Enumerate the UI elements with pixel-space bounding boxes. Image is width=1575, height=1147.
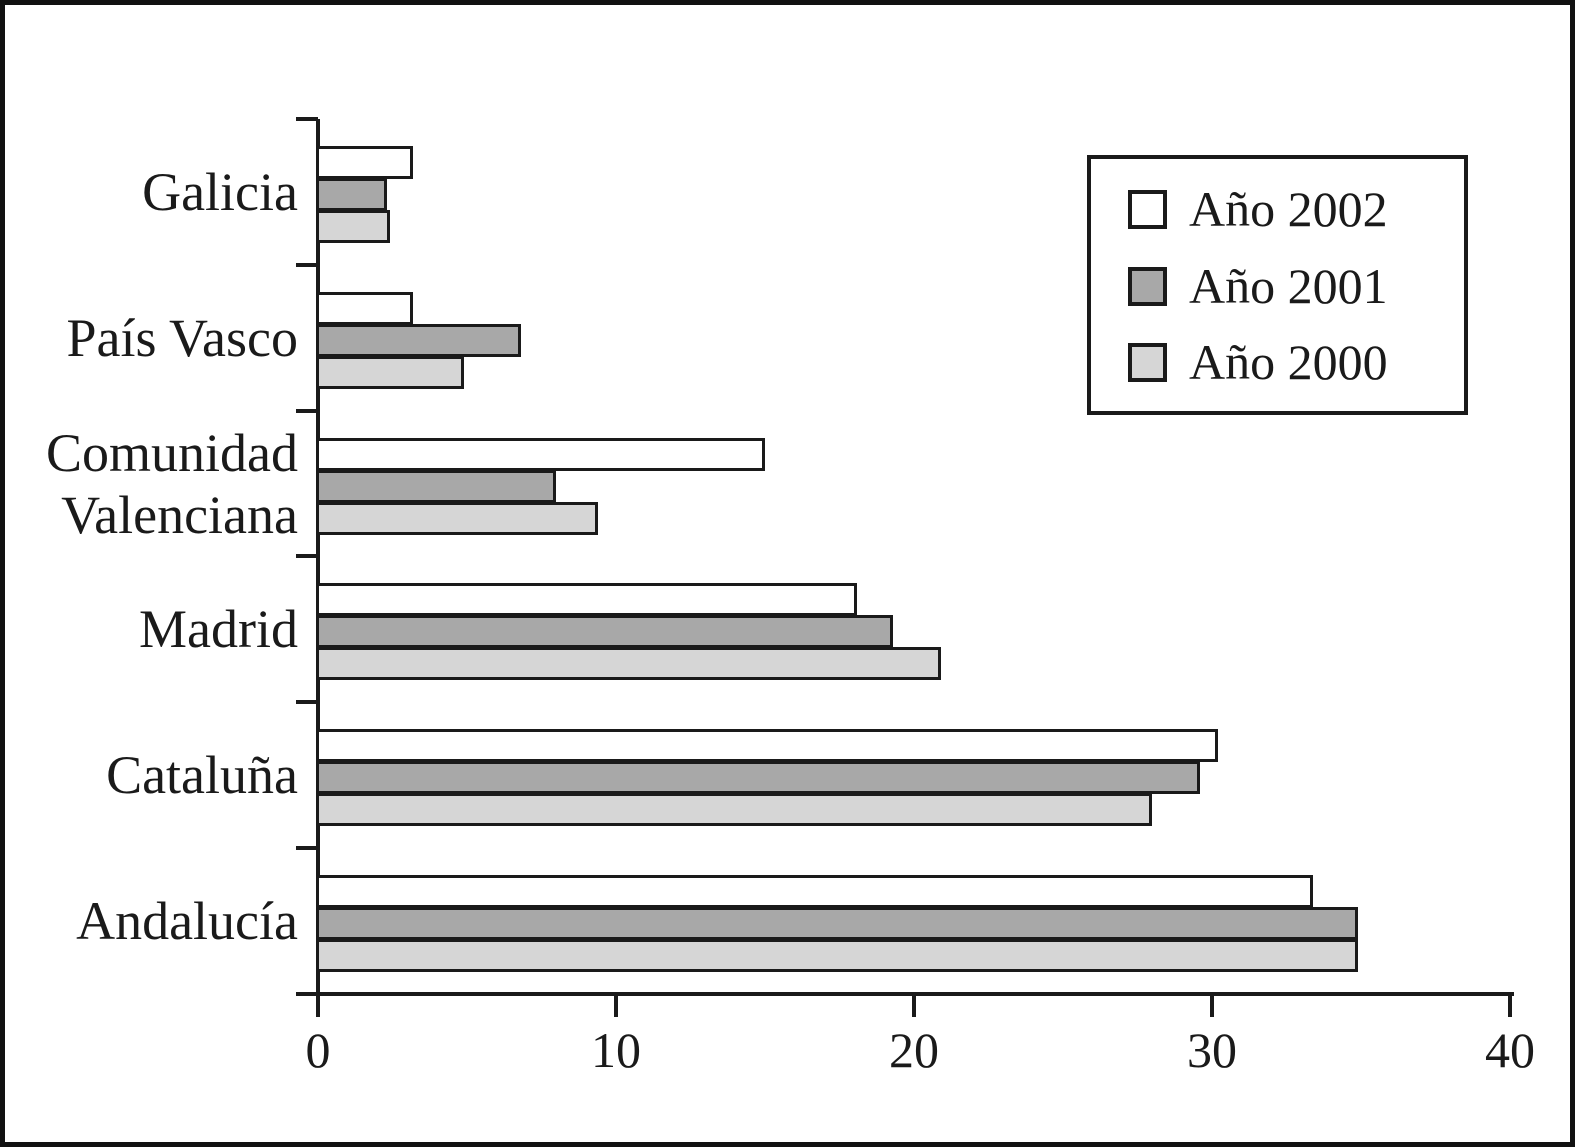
bar-año-2001-2 [316,323,521,357]
x-tick-label: 10 [591,1022,641,1078]
x-axis [296,992,1514,996]
legend: Año 2002 Año 2001 Año 2000 [1087,155,1468,415]
bar-año-2001-6 [316,907,1359,941]
category-label: Galicia [142,161,298,222]
legend-item: Año 2000 [1128,334,1388,390]
bar-año-2002-3 [316,437,765,471]
bar-año-2000-3 [316,501,599,535]
category-label: Madrid [139,599,298,660]
category-label: Comunidad Valenciana [46,422,298,545]
bar-año-2000-4 [316,647,941,681]
bar-año-2000-2 [316,355,465,389]
category-label: País Vasco [66,307,298,368]
y-axis [316,119,320,1017]
bar-año-2000-6 [316,939,1359,973]
y-axis-tick [296,554,318,559]
x-tick-label: 40 [1485,1022,1535,1078]
x-tick-label: 20 [889,1022,939,1078]
bar-año-2002-4 [316,583,858,617]
legend-swatch-icon [1128,266,1167,306]
y-axis-tick [296,408,318,413]
bar-año-2002-6 [316,875,1314,909]
category-label: Cataluña [106,745,298,806]
x-axis-tick [1210,994,1214,1017]
x-axis-tick [912,994,916,1017]
bar-año-2001-4 [316,615,894,649]
legend-item: Año 2002 [1128,181,1388,237]
bar-año-2001-3 [316,469,557,503]
legend-label: Año 2001 [1189,257,1388,314]
bar-chart: 0 10 20 30 40 Galicia País Vasco Comunidad Vale… [5,5,1570,1142]
y-axis-tick [296,700,318,705]
bar-año-2000-1 [316,210,390,243]
y-axis-tick [296,262,318,267]
legend-label: Año 2000 [1189,334,1388,390]
x-axis-tick [614,994,618,1017]
bar-año-2002-1 [316,146,414,179]
bar-año-2000-5 [316,793,1153,827]
x-tick-label: 30 [1187,1022,1237,1078]
bar-año-2001-5 [316,761,1201,795]
x-axis-tick [1508,994,1512,1017]
x-tick-label: 0 [305,1022,331,1078]
category-label: Andalucía [76,891,298,952]
bar-año-2002-2 [316,291,414,325]
legend-swatch-icon [1128,190,1167,229]
bar-año-2002-5 [316,729,1218,763]
bar-año-2001-1 [316,178,387,211]
legend-swatch-icon [1128,343,1167,382]
y-axis-tick [296,117,318,121]
y-axis-tick [296,846,318,851]
legend-label: Año 2002 [1189,181,1388,237]
legend-item: Año 2001 [1128,257,1388,314]
